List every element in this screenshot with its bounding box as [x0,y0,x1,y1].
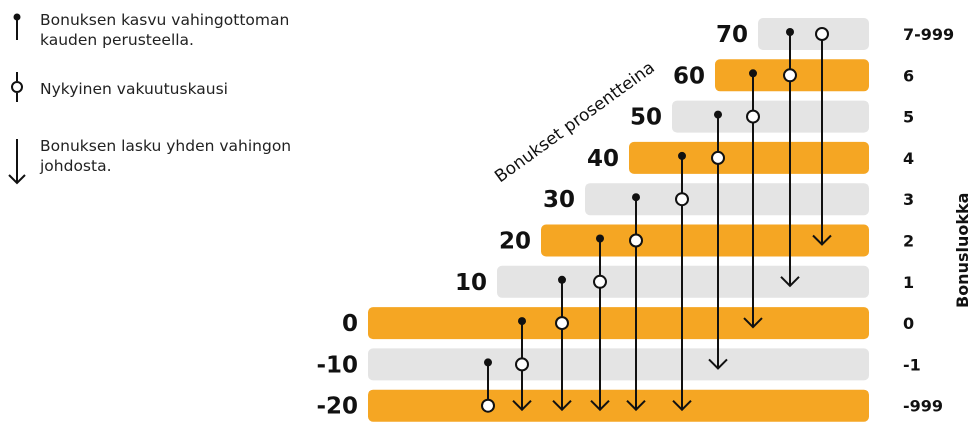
bonus-transition-marker [708,110,728,370]
legend-increase-icon [13,13,21,40]
decrease-arrow-icon [552,399,572,412]
bonus-row-bar [368,348,869,381]
bonus-class-label: 0 [903,314,914,333]
bonus-class-label: 6 [903,66,914,85]
decrease-arrow-icon [626,399,646,412]
bonus-class-label: -1 [903,355,921,374]
bonus-row: 10 1 [455,265,914,298]
bonus-row-bar [368,389,869,422]
bonus-transition-marker [780,28,800,288]
bonus-percent-label: 10 [455,270,487,296]
increase-dot-icon [714,110,722,119]
decrease-arrow-icon [672,399,692,412]
bonus-transition-marker [626,193,646,412]
current-period-icon [746,109,760,124]
bonus-row-bar [368,307,869,340]
increase-dot-icon [484,358,492,367]
bonus-row: 40 4 [587,141,914,174]
bonus-percent-label: 60 [673,63,705,89]
bonus-percent-label: -10 [316,352,358,378]
bonus-row: 20 2 [499,224,914,257]
bonus-class-label: -999 [903,397,943,416]
bonus-row-bar [585,183,869,216]
legend-current-icon [11,72,23,102]
bonus-percent-label: 40 [587,146,619,172]
increase-dot-icon [518,317,526,326]
bonus-percent-label: 20 [499,229,531,255]
bonus-percent-label: 30 [543,187,575,213]
decrease-arrow-icon [512,399,532,412]
bonus-row: 50 5 [630,100,914,133]
current-period-icon [711,150,725,165]
bonus-transition-marker [481,358,495,413]
decrease-arrow-icon [708,358,728,370]
legend-decrease-icon [8,139,26,185]
bonus-transition-marker [743,69,763,329]
decrease-arrow-icon [743,317,763,329]
increase-dot-icon [678,151,686,160]
bonus-row: 70 7-999 [716,18,954,50]
bonus-class-label: 5 [903,108,914,127]
bonus-row-bar [629,141,869,174]
legend-increase-label: Bonuksen kasvu vahingottoman kauden peru… [40,11,290,49]
bonus-transition-marker [812,27,832,246]
current-period-icon [815,27,829,41]
bonus-percent-label: -20 [316,394,358,420]
bonus-transition-marker [512,317,532,412]
bonus-row-bar [758,18,869,50]
bonus-percent-label: 0 [342,311,358,337]
decrease-arrow-icon [780,276,800,288]
classes-axis-label: Bonusluokka [953,193,972,308]
decrease-arrow-icon [812,234,832,246]
increase-dot-icon [558,275,566,284]
bonus-percent-label: 50 [630,105,662,131]
increase-dot-icon [632,193,640,202]
bonus-row: -20 -999 [316,389,943,422]
bonus-class-label: 3 [903,190,914,209]
decrease-arrow-icon [590,399,610,412]
increase-dot-icon [786,28,794,36]
bonus-class-label: 7-999 [903,25,954,44]
current-period-icon [593,274,607,289]
increase-dot-icon [596,234,604,243]
bonus-transition-marker [672,151,692,412]
bonus-class-label: 4 [903,149,914,168]
bonus-row-bar [541,224,869,257]
current-period-icon [675,192,689,207]
bonus-class-label: 2 [903,232,914,251]
current-period-icon [783,68,797,83]
legend-decrease-label: Bonuksen lasku yhden vahingon johdosta. [40,137,292,175]
bonus-transition-marker [590,234,610,412]
bonus-transition-marker [552,275,572,412]
current-period-icon [629,233,643,248]
current-period-icon [481,398,495,413]
bonus-row: -10 -1 [316,348,921,381]
bonus-row-bar [672,100,869,133]
bonus-class-label: 1 [903,273,914,292]
increase-dot-icon [749,69,757,78]
bonus-percent-label: 70 [716,22,748,48]
current-period-icon [515,357,529,372]
current-period-icon [555,316,569,331]
bonus-row: 30 3 [543,183,914,216]
legend-current-label: Nykyinen vakuutuskausi [40,80,228,98]
